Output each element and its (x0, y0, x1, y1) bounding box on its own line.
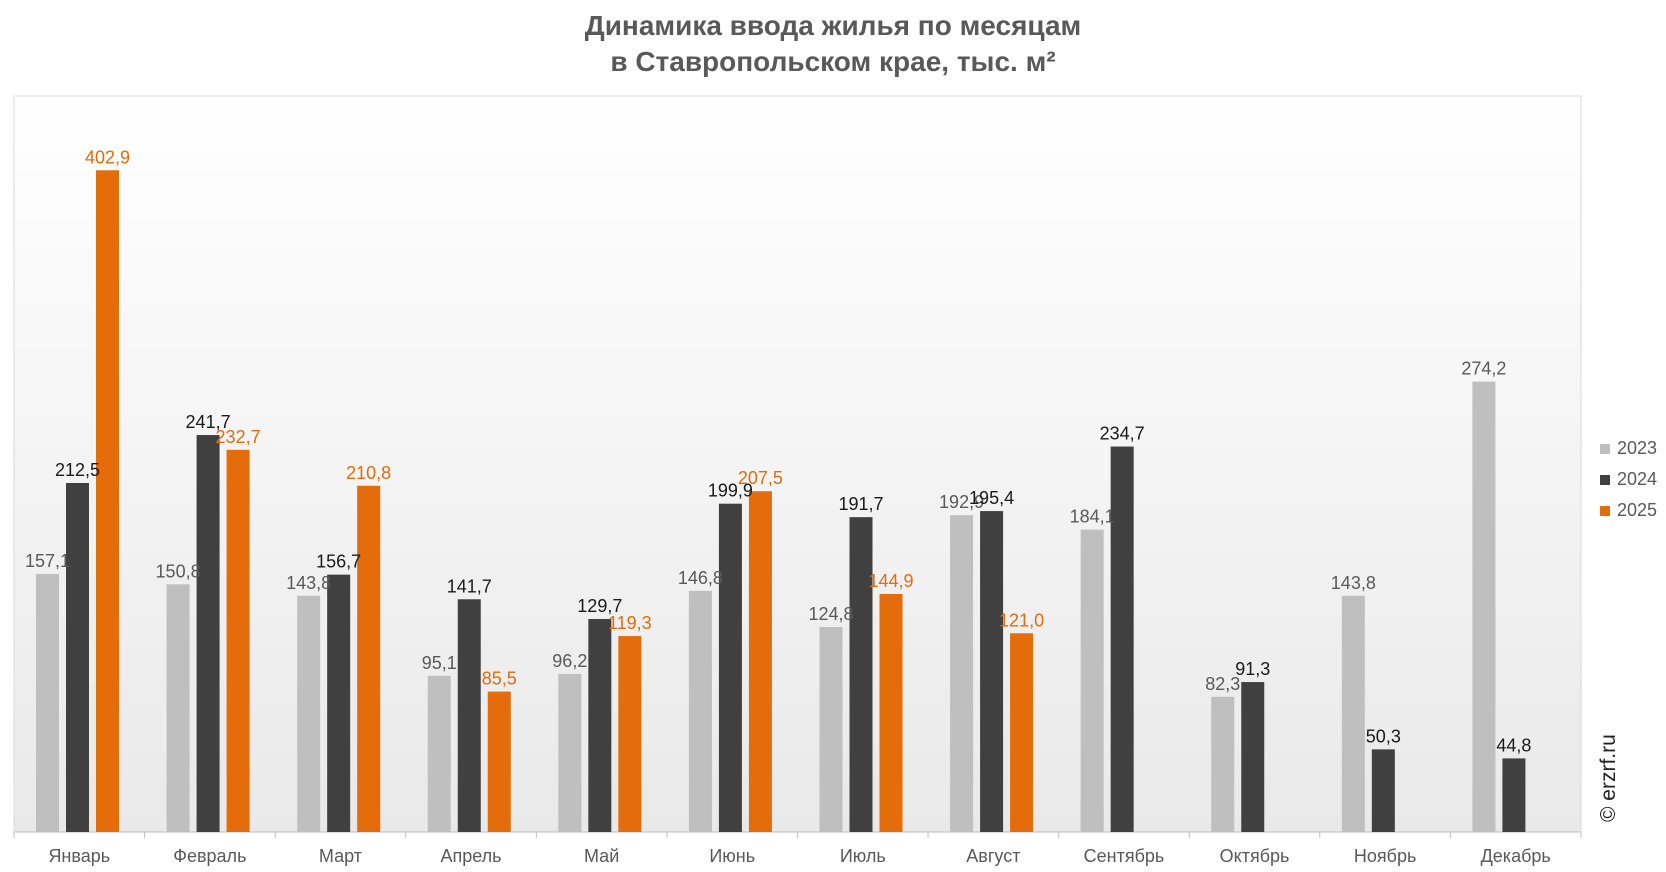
bar-2025-Июль (879, 594, 903, 832)
legend-item-2025: 2025 (1600, 495, 1657, 526)
bar-2023-Апрель (427, 675, 451, 832)
category-label: Март (319, 846, 362, 866)
bar-2023-Январь (36, 573, 59, 832)
data-label-2025-Август: 121,0 (999, 610, 1044, 630)
data-label-2023-Октябрь: 82,3 (1205, 674, 1240, 694)
data-label-2024-Август: 195,4 (969, 488, 1014, 508)
data-label-2023-Май: 96,2 (552, 651, 587, 671)
bar-2023-Май (558, 674, 582, 832)
data-label-2024-Декабрь: 44,8 (1496, 735, 1531, 755)
data-label-2024-Февраль: 241,7 (186, 412, 231, 432)
bar-2023-Декабрь (1472, 381, 1496, 832)
legend: 2023 2024 2025 (1600, 433, 1657, 526)
bar-2024-Март (327, 574, 351, 832)
data-label-2023-Январь: 157,1 (25, 551, 70, 571)
category-label: Февраль (173, 846, 246, 866)
bar-2025-Август (1010, 633, 1034, 832)
bar-2023-Август (950, 515, 974, 832)
data-label-2024-Март: 156,7 (316, 552, 361, 572)
category-label: Сентябрь (1084, 846, 1165, 866)
legend-label-2024: 2024 (1617, 469, 1658, 489)
bar-2024-Июнь (718, 503, 742, 832)
bar-2024-Май (588, 618, 612, 832)
bar-2025-Июнь (748, 491, 772, 832)
plot-area (13, 95, 1582, 833)
category-label: Май (584, 846, 619, 866)
category-label: Июнь (709, 846, 755, 866)
bar-2023-Июль (819, 627, 843, 832)
bar-2024-Январь (66, 482, 89, 832)
bar-2025-Май (618, 636, 642, 832)
data-label-2025-Февраль: 232,7 (216, 427, 261, 447)
category-label: Август (966, 846, 1020, 866)
data-label-2025-Май: 119,3 (608, 613, 652, 633)
bar-2023-Февраль (166, 584, 190, 832)
bar-2024-Февраль (196, 435, 220, 832)
data-label-2025-Январь: 402,9 (85, 147, 130, 167)
legend-item-2024: 2024 (1600, 464, 1657, 495)
bars-layer (36, 170, 1526, 832)
data-label-2024-Июль: 191,7 (838, 494, 883, 514)
legend-swatch-2025 (1600, 505, 1610, 516)
category-label: Ноябрь (1354, 846, 1416, 866)
legend-label-2023: 2023 (1617, 438, 1658, 458)
data-label-2024-Ноябрь: 50,3 (1366, 726, 1401, 746)
bar-2023-Сентябрь (1080, 529, 1104, 832)
legend-label-2025: 2025 (1617, 500, 1658, 520)
bar-2024-Апрель (457, 599, 481, 832)
bar-2025-Январь (96, 170, 119, 832)
data-label-2023-Июль: 124,8 (808, 604, 853, 624)
data-label-2023-Сентябрь: 184,1 (1070, 507, 1115, 527)
bar-2023-Ноябрь (1341, 595, 1365, 832)
data-label-2023-Февраль: 150,8 (156, 561, 201, 581)
category-label: Декабрь (1481, 846, 1551, 866)
bar-2025-Апрель (487, 691, 511, 832)
bar-2023-Июнь (688, 590, 712, 832)
data-label-2023-Ноябрь: 143,8 (1331, 573, 1376, 593)
legend-swatch-2023 (1600, 443, 1610, 454)
data-label-2025-Июнь: 207,5 (738, 468, 783, 488)
bar-2024-Октябрь (1241, 682, 1265, 832)
bar-2024-Июль (849, 517, 873, 832)
watermark: © erzrf.ru (1597, 734, 1620, 822)
bar-2024-Сентябрь (1110, 446, 1134, 832)
bar-2025-Февраль (226, 449, 250, 832)
chart-title-line-2: в Ставропольском крае, тыс. м² (610, 46, 1056, 77)
bar-2024-Ноябрь (1371, 749, 1395, 832)
data-label-2023-Апрель: 95,1 (422, 653, 457, 673)
bar-2025-Март (357, 485, 381, 832)
data-label-2023-Март: 143,8 (286, 573, 331, 593)
data-label-2023-Июнь: 146,8 (678, 568, 723, 588)
bar-2024-Декабрь (1502, 758, 1526, 832)
data-label-2024-Сентябрь: 234,7 (1100, 424, 1145, 444)
data-label-2024-Май: 129,7 (577, 596, 622, 616)
data-label-2025-Апрель: 85,5 (482, 669, 517, 689)
category-labels-layer: Январь Февраль Март Апрель Май Июнь Июль Август… (48, 846, 1550, 866)
x-axis-ticks (13, 832, 1582, 838)
data-label-2023-Декабрь: 274,2 (1461, 359, 1506, 379)
legend-swatch-2024 (1600, 474, 1610, 485)
legend-item-2023: 2023 (1600, 433, 1657, 464)
data-label-2025-Март: 210,8 (346, 463, 391, 483)
category-label: Январь (48, 846, 110, 866)
bar-2023-Октябрь (1211, 696, 1235, 832)
data-label-2024-Январь: 212,5 (55, 460, 100, 480)
data-labels-layer: 157,1212,5402,9150,8241,7232,7143,8156,7… (25, 147, 1531, 755)
category-label: Октябрь (1220, 846, 1290, 866)
chart-title-line-1: Динамика ввода жилья по месяцам (584, 10, 1082, 41)
bar-2024-Август (980, 511, 1004, 832)
category-label: Апрель (441, 846, 502, 866)
chart-title: Динамика ввода жилья по месяцам в Ставро… (0, 8, 1666, 80)
data-label-2024-Апрель: 141,7 (447, 576, 492, 596)
data-label-2025-Июль: 144,9 (868, 571, 913, 591)
data-label-2023-Август: 192,9 (939, 492, 984, 512)
category-label: Июль (840, 846, 886, 866)
bar-2023-Март (297, 595, 321, 832)
data-label-2024-Октябрь: 91,3 (1235, 659, 1270, 679)
data-label-2024-Июнь: 199,9 (708, 481, 753, 501)
